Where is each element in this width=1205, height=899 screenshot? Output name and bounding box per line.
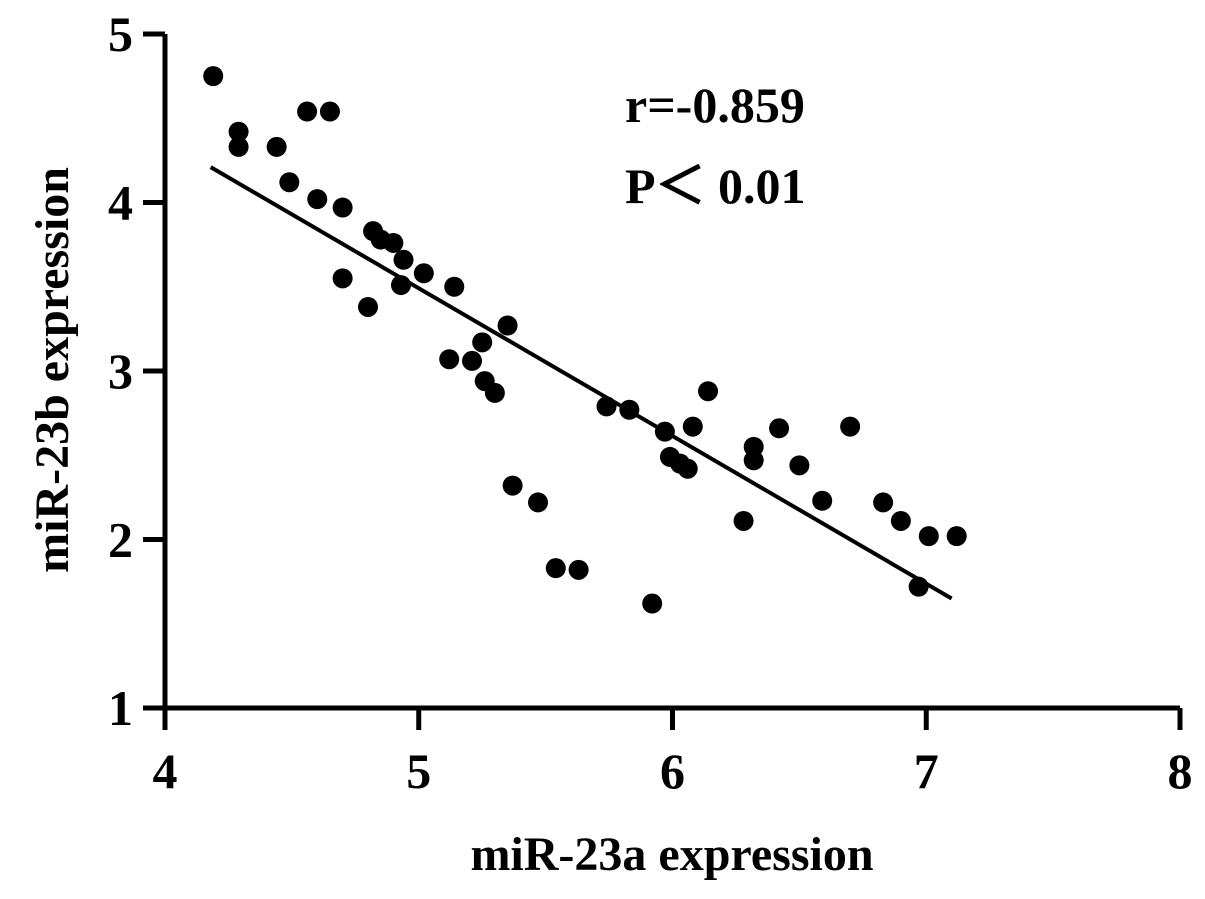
y-tick-label: 3: [108, 343, 133, 399]
data-point: [332, 268, 353, 289]
data-point: [279, 172, 300, 193]
data-point: [497, 315, 518, 336]
data-points: [203, 66, 967, 614]
data-point: [840, 416, 861, 437]
x-tick-label: 5: [406, 743, 431, 799]
data-point: [413, 263, 434, 284]
data-point: [266, 136, 287, 157]
data-point: [698, 381, 719, 402]
data-point: [642, 593, 663, 614]
data-point: [393, 249, 414, 270]
data-point: [228, 136, 249, 157]
p-value-annotation: P＜ 0.01: [625, 158, 806, 214]
data-point: [677, 458, 698, 479]
data-point: [769, 418, 790, 439]
data-point: [439, 349, 460, 370]
data-point: [319, 101, 340, 122]
x-tick-label: 8: [1168, 743, 1193, 799]
x-tick-label: 6: [660, 743, 685, 799]
data-point: [873, 492, 894, 513]
data-point: [444, 276, 465, 297]
data-point: [743, 450, 764, 471]
data-point: [358, 296, 378, 317]
y-tick-label: 2: [108, 512, 133, 568]
x-axis-title: miR-23a expression: [470, 828, 873, 881]
data-point: [812, 490, 833, 511]
data-point: [484, 382, 505, 403]
data-point: [568, 559, 589, 580]
data-point: [789, 455, 810, 476]
x-tick-label: 7: [914, 743, 939, 799]
data-point: [918, 526, 939, 547]
data-point: [946, 526, 967, 547]
data-point: [733, 510, 754, 531]
x-tick-label: 4: [153, 743, 178, 799]
data-point: [472, 332, 493, 353]
x-ticks: 4 5 6 7 8: [153, 708, 1193, 799]
y-axis-title: miR-23b expression: [26, 167, 79, 573]
data-point: [682, 416, 703, 437]
data-point: [545, 558, 566, 579]
data-point: [203, 66, 224, 87]
data-point: [383, 232, 404, 253]
y-ticks: 1 2 3 4 5: [108, 6, 165, 736]
data-point: [307, 189, 328, 210]
data-point: [297, 101, 318, 122]
data-point: [528, 492, 549, 513]
regression-line: [209, 165, 953, 601]
data-point: [228, 121, 249, 142]
data-point: [332, 197, 353, 218]
data-point: [502, 475, 523, 496]
correlation-coefficient: r=-0.859: [625, 77, 805, 133]
data-point: [462, 350, 483, 371]
y-tick-label: 4: [108, 175, 133, 231]
data-point: [890, 510, 911, 531]
y-tick-label: 5: [108, 6, 133, 62]
axes: [162, 34, 1180, 711]
y-tick-label: 1: [108, 680, 133, 736]
